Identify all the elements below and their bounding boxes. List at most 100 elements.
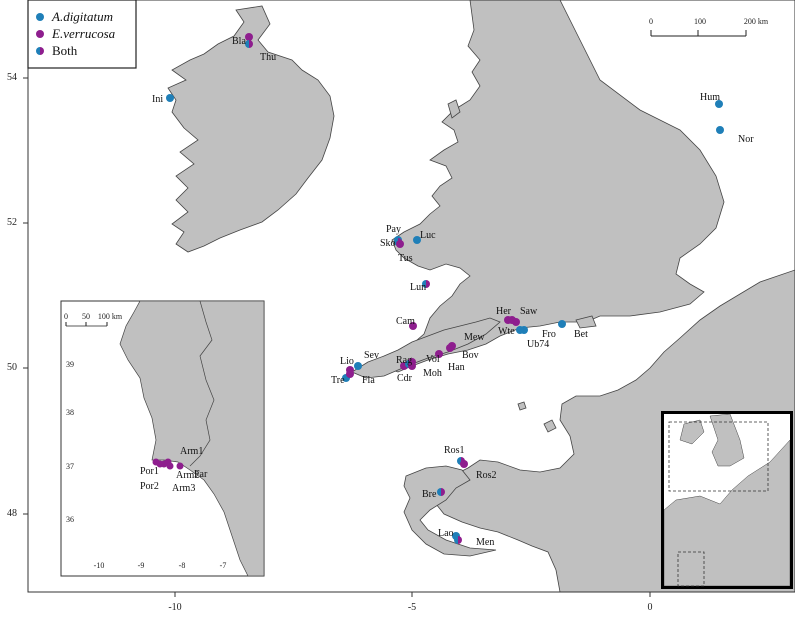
channel-islands [517,401,557,433]
site-label-lun: Lun [410,282,426,293]
ireland-landmass [167,5,335,253]
site-label-lio: Lio [340,356,354,367]
site-label-thu: Thu [260,52,276,63]
site-label-men: Men [476,537,494,548]
site-marker-sev [354,362,362,370]
site-marker-tus [396,240,404,248]
site-label-arm2: Arm2 [176,470,199,481]
inset-scale-label: 0 [64,312,68,321]
site-marker-cam [409,322,417,330]
site-marker-ub74 [516,326,524,334]
site-label-cdr: Cdr [397,373,413,384]
inset-x-tick: -7 [220,561,227,570]
brittany-peninsula [403,465,497,557]
site-marker-nor [716,126,724,134]
site-label-rag: Rag [396,355,412,366]
great-britain-landmass [385,0,725,373]
site-marker-men [454,536,462,544]
inset-scale-label: 50 [82,312,90,321]
site-label-lao: Lao [438,528,454,539]
legend-marker-both [36,47,44,55]
inset-scale-label: 100 km [98,312,123,321]
inset-x-tick: -9 [138,561,145,570]
y-tick-label: 48 [7,508,17,519]
x-tick-label: -5 [408,602,416,613]
site-label-nor: Nor [738,134,754,145]
legend-label: Both [52,43,78,58]
isle-of-man [447,99,461,119]
site-label-tre: Tre [331,375,345,386]
x-tick-label: -10 [168,602,181,613]
site-label-her: Her [496,306,512,317]
legend-label: E.verrucosa [51,26,116,41]
site-marker-lun [422,280,430,288]
inset-x-tick: -10 [94,561,105,570]
scale-bar: 0 100 200 km [649,17,769,37]
site-label-arm3: Arm3 [172,483,195,494]
inset-y-tick: 39 [66,360,74,369]
site-label-tus: Tus [398,253,413,264]
site-marker-bre [437,488,445,496]
site-label-ini: Ini [152,94,163,105]
y-tick-label: 52 [7,217,17,228]
site-marker-ros2 [460,460,468,468]
inset-y-tick: 37 [66,462,74,471]
site-label-fro: Fro [542,329,556,340]
y-axis: 54 52 50 48 [7,72,28,519]
site-label-bov: Bov [462,350,479,361]
site-label-pay: Pay [386,224,401,235]
site-label-bre: Bre [422,489,437,500]
site-label-fla: Fla [362,375,375,386]
site-marker-hum [715,100,723,108]
site-label-vol: Vol [426,354,440,365]
scale-label: 200 km [744,17,769,26]
site-marker-luc [413,236,421,244]
cornwall-peninsula [351,317,501,379]
inset-x-tick: -8 [179,561,186,570]
legend-marker-everrucosa [36,30,44,38]
site-label-wte: Wte [498,326,515,337]
site-label-mew: Mew [464,332,485,343]
portugal-border [189,301,215,467]
site-label-ros1: Ros1 [444,445,465,456]
site-label-cam: Cam [396,316,415,327]
inset-portugal-map: 0 50 100 km 39 38 37 36 -10 -9 -8 -7 Arm… [60,300,265,577]
site-label-saw: Saw [520,306,538,317]
site-marker-moh [408,362,416,370]
site-label-bet: Bet [574,329,588,340]
site-label-han: Han [448,362,465,373]
locator-land [664,414,790,586]
site-label-sko: Sko [380,238,396,249]
site-label-por1: Por1 [140,466,159,477]
x-axis: -10 -5 0 [168,592,653,613]
isle-of-wight [575,315,597,329]
scale-label: 100 [694,17,706,26]
site-marker-ini [166,94,174,102]
site-label-bla: Bla [232,36,246,47]
legend-marker-adigitatum [36,13,44,21]
site-marker-por2 [156,460,164,468]
site-label-arm1: Arm1 [180,446,203,457]
y-tick-label: 50 [7,362,17,373]
site-marker-han [435,350,443,358]
site-label-sev: Sev [364,350,379,361]
locator-map [661,411,793,589]
y-tick-label: 54 [7,72,17,83]
x-tick-label: 0 [648,602,653,613]
site-marker-arm3 [166,462,174,470]
site-label-hum: Hum [700,92,720,103]
site-marker-thu [245,40,253,48]
site-marker-bla [245,33,253,41]
site-label-moh: Moh [423,368,442,379]
inset-y-tick: 38 [66,408,74,417]
site-markers [166,33,724,544]
site-marker-wte [512,318,520,326]
scale-label: 0 [649,17,653,26]
inset-y-tick: 36 [66,515,74,524]
site-label-ub74: Ub74 [527,339,549,350]
site-label-por2: Por2 [140,481,159,492]
site-label-far: Far [194,469,208,480]
